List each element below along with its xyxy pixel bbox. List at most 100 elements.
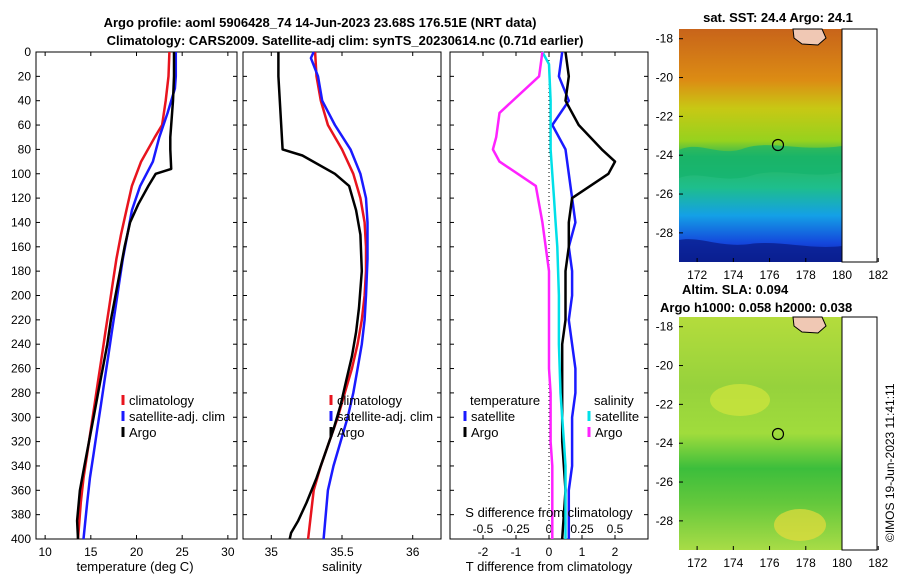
y-tick-label: 180 (11, 264, 31, 278)
map-y-tick-label: -26 (656, 187, 674, 201)
temperature-legend: climatology satellite-adj. clim Argo (121, 393, 225, 440)
legend-t-satellite-label: satellite (471, 409, 515, 424)
series-line-s-argo (491, 51, 554, 539)
y-tick-label: 100 (11, 167, 31, 181)
x-tick-label: 1 (579, 545, 586, 559)
x-top-tick-label: 0.5 (607, 522, 624, 536)
x-tick-label: 15 (84, 545, 98, 559)
x-tick-label: 36 (406, 545, 420, 559)
y-tick-label: 0 (24, 45, 31, 59)
map-x-tick-label: 174 (723, 556, 743, 570)
y-tick-label: 160 (11, 240, 31, 254)
temperature-xlabel: temperature (deg C) (76, 559, 193, 574)
sst-blank-area (841, 28, 878, 263)
difference-top-xlabel: S difference from climatology (465, 505, 633, 520)
sla-blank-area (841, 316, 878, 551)
salinity-xlabel: salinity (322, 559, 362, 574)
y-tick-label: 400 (11, 532, 31, 546)
x-tick-label: 35 (265, 545, 279, 559)
x-tick-label: 10 (38, 545, 52, 559)
salinity-axes-box (242, 51, 442, 540)
map-y-tick-label: -22 (656, 397, 674, 411)
map-x-tick-label: 182 (868, 556, 888, 570)
x-tick-label: 2 (612, 545, 619, 559)
legend-climatology-label: climatology (337, 393, 403, 408)
map-y-tick-label: -26 (656, 475, 674, 489)
y-tick-label: 80 (18, 142, 32, 156)
y-tick-label: 40 (18, 94, 32, 108)
legend-temperature-title: temperature (470, 393, 540, 408)
figure-title-line2: Climatology: CARS2009. Satellite-adj cli… (107, 33, 584, 48)
map-y-tick-label: -22 (656, 109, 674, 123)
y-tick-label: 120 (11, 191, 31, 205)
legend-argo-label: Argo (337, 425, 364, 440)
y-tick-label: 200 (11, 289, 31, 303)
map-y-tick-label: -20 (656, 359, 674, 373)
y-tick-label: 20 (18, 69, 32, 83)
difference-legend: temperature satellite Argo salinity sate… (463, 393, 639, 440)
y-tick-label: 60 (18, 118, 32, 132)
y-tick-label: 280 (11, 386, 31, 400)
x-tick-label: 30 (221, 545, 235, 559)
map-x-tick-label: 174 (723, 268, 743, 282)
map-y-tick-label: -18 (656, 32, 674, 46)
series-line-satellite-adj-clim (309, 51, 369, 540)
legend-t-argo-label: Argo (471, 425, 498, 440)
temperature-axes-box (35, 51, 238, 540)
y-tick-label: 300 (11, 410, 31, 424)
map-x-tick-label: 172 (687, 556, 707, 570)
x-top-tick-label: -0.25 (502, 522, 530, 536)
series-line-s-satellite (541, 51, 567, 539)
map-x-tick-label: 180 (832, 268, 852, 282)
legend-s-argo-label: Argo (595, 425, 622, 440)
sla-argo-marker (771, 427, 785, 441)
sla-field (679, 317, 842, 550)
legend-salinity-title: salinity (594, 393, 634, 408)
map-y-tick-label: -18 (656, 320, 674, 334)
series-line-argo (277, 52, 364, 540)
sst-map-title: sat. SST: 24.4 Argo: 24.1 (703, 10, 853, 25)
sla-yellow-patch (774, 509, 826, 541)
map-x-tick-label: 178 (796, 556, 816, 570)
legend-argo-label: Argo (129, 425, 156, 440)
map-y-tick-label: -28 (656, 226, 674, 240)
difference-xlabel: T difference from climatology (466, 559, 633, 574)
sst-deep-blue-band (679, 239, 842, 262)
legend-s-satellite-label: satellite (595, 409, 639, 424)
y-tick-label: 360 (11, 483, 31, 497)
x-tick-label: -1 (511, 545, 522, 559)
x-tick-label: 0 (546, 545, 553, 559)
map-x-tick-label: 180 (832, 556, 852, 570)
map-y-tick-label: -24 (656, 436, 674, 450)
map-y-tick-label: -28 (656, 514, 674, 528)
sst-argo-marker (771, 138, 785, 152)
series-line-argo (75, 52, 176, 540)
y-tick-label: 260 (11, 362, 31, 376)
figure-title-line1: Argo profile: aoml 5906428_74 14-Jun-202… (104, 15, 537, 30)
y-tick-label: 220 (11, 313, 31, 327)
salinity-legend: climatology satellite-adj. clim Argo (329, 393, 433, 440)
sla-map-panel: Altim. SLA: 0.094 Argo h1000: 0.058 h200… (660, 282, 878, 551)
sla-map-title1: Altim. SLA: 0.094 (682, 282, 789, 297)
x-tick-label: -2 (478, 545, 489, 559)
map-y-tick-label: -24 (656, 148, 674, 162)
salinity-panel: 35 35.5 36 (242, 51, 442, 559)
imos-watermark: ©IMOS 19-Jun-2023 11:41:11 (883, 383, 897, 542)
sst-land-mass (792, 28, 827, 46)
map-x-tick-label: 172 (687, 268, 707, 282)
y-tick-label: 380 (11, 508, 31, 522)
sst-map-panel: sat. SST: 24.4 Argo: 24.1 (679, 10, 878, 263)
sst-green-band (679, 145, 842, 179)
legend-climatology-label: climatology (129, 393, 195, 408)
series-line-t-satellite (551, 51, 577, 539)
legend-satellite-label: satellite-adj. clim (129, 409, 225, 424)
x-top-tick-label: 0.25 (570, 522, 594, 536)
temperature-panel: 0 20 40 60 80 100 120 140 160 180 200 220 240 260 280 3… (11, 45, 238, 559)
map-x-tick-label: 176 (760, 268, 780, 282)
y-tick-label: 320 (11, 435, 31, 449)
y-tick-label: 140 (11, 215, 31, 229)
map-y-tick-label: -20 (656, 71, 674, 85)
x-tick-label: 25 (176, 545, 190, 559)
